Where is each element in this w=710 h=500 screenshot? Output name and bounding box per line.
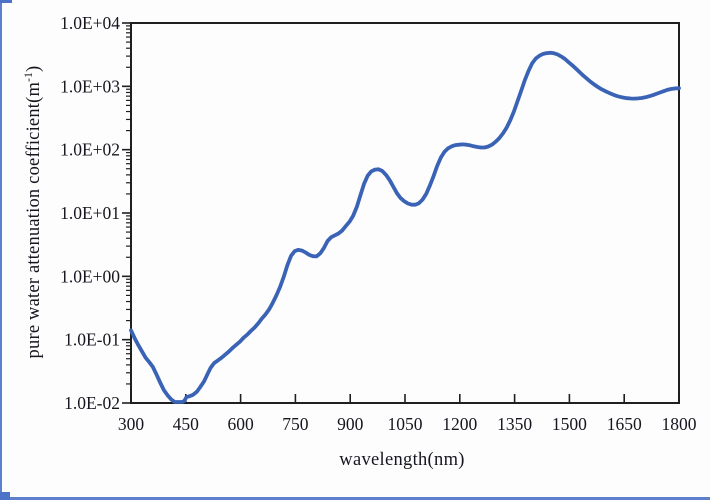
bottom-left-corner-accent [0,492,10,500]
x-tick-label: 1200 [442,414,477,434]
attenuation-curve [129,50,681,404]
x-tick-label: 750 [282,414,309,434]
x-tick-label: 1050 [388,414,423,434]
y-axis-title-text: pure water attenuation coefficient(m [24,81,45,359]
y-tick-label: 1.0E+02 [60,140,120,160]
x-tick-label: 1800 [662,414,697,434]
plot-frame [130,22,680,404]
x-tick-label: 450 [173,414,200,434]
y-tick-label: 1.0E+00 [60,266,120,286]
x-tick-label: 1350 [497,414,532,434]
x-tick-label: 1650 [607,414,642,434]
y-tick-label: 1.0E-02 [64,393,120,413]
x-tick-label: 300 [118,414,145,434]
y-tick-label: 1.0E+04 [60,13,120,33]
y-tick-label: 1.0E+01 [60,203,120,223]
left-edge-accent [0,0,2,500]
x-axis-title: wavelength(nm) [339,450,465,470]
bottom-edge-accent [0,497,710,500]
x-tick-label: 600 [227,414,254,434]
x-tick-label: 1500 [552,414,587,434]
y-axis-title-superscript: -1 [22,71,35,82]
y-tick-label: 1.0E+03 [60,76,120,96]
y-axis-title: pure water attenuation coefficient(m-1) [23,66,45,359]
top-left-corner-accent [0,0,12,3]
y-axis-title-close: ) [24,65,45,72]
y-tick-label: 1.0E-01 [64,330,120,350]
x-tick-label: 900 [337,414,364,434]
